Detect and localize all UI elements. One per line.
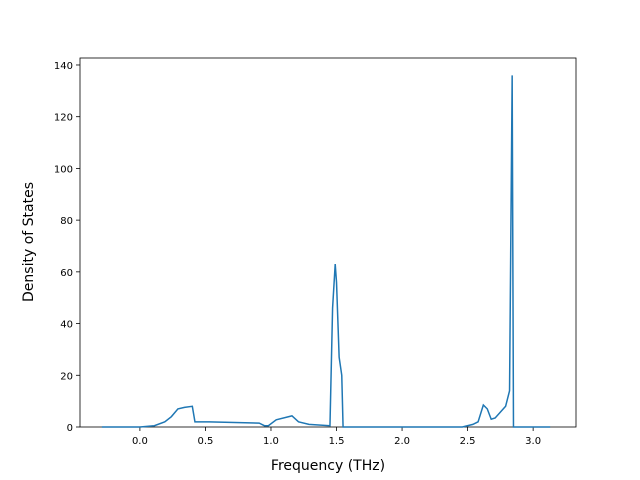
x-tick-label: 0.0 [132, 436, 148, 447]
y-tick-label: 100 [54, 164, 73, 175]
x-axis-label: Frequency (THz) [271, 458, 385, 474]
axes-frame [79, 57, 577, 428]
y-axis-label: Density of States [21, 182, 37, 302]
y-tick-label: 80 [60, 216, 73, 227]
y-tick-label: 0 [67, 423, 73, 434]
y-tick-label: 120 [54, 113, 73, 124]
y-tick-label: 40 [60, 320, 73, 331]
y-tick-label: 20 [60, 371, 73, 382]
x-tick-label: 3.0 [525, 436, 541, 447]
line-series [101, 75, 551, 428]
x-tick-label: 2.5 [460, 436, 476, 447]
y-tick-label: 60 [60, 268, 73, 279]
y-tick-label: 140 [54, 61, 73, 72]
x-tick-label: 1.0 [263, 436, 279, 447]
x-tick-label: 2.0 [394, 436, 410, 447]
x-tick-label: 1.5 [329, 436, 345, 447]
x-tick-label: 0.5 [197, 436, 213, 447]
